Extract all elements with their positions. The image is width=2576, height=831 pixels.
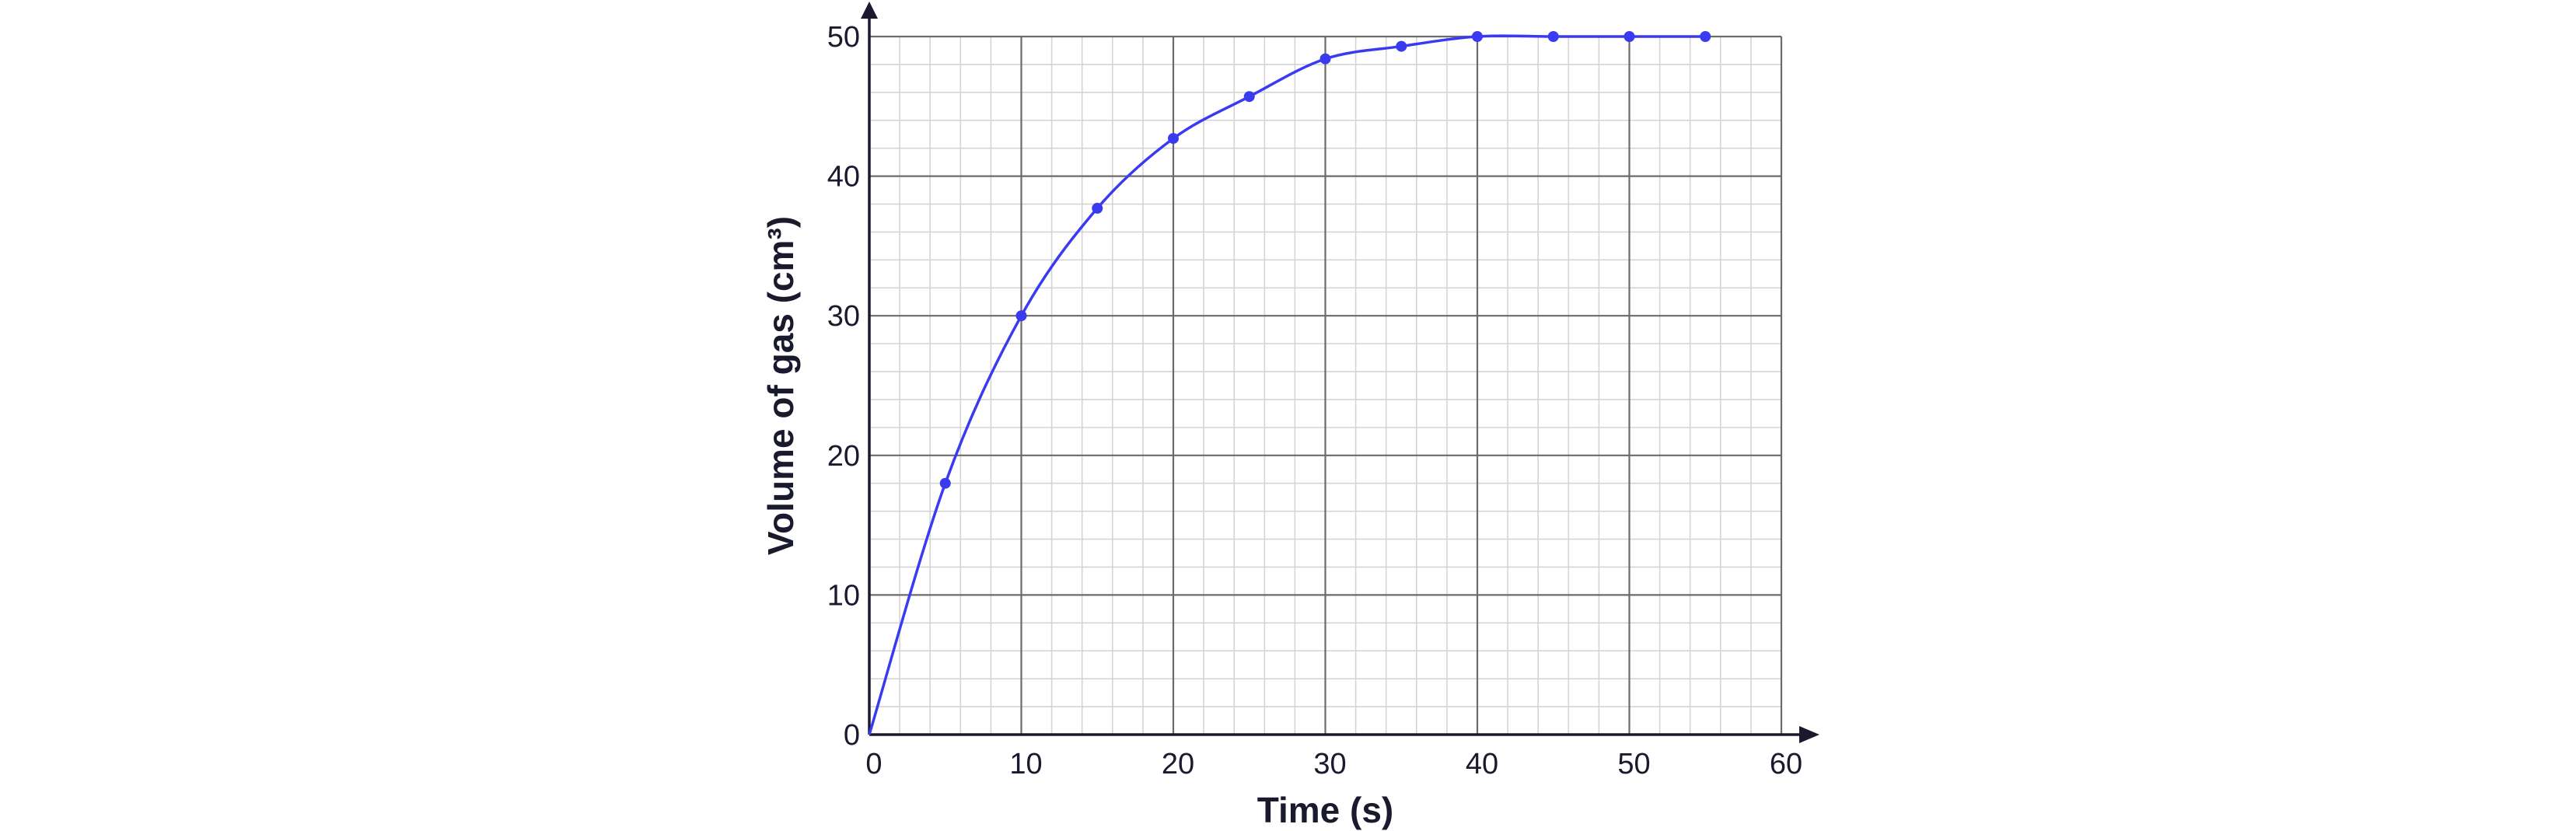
- y-tick-label: 20: [827, 440, 860, 473]
- x-tick-label: 0: [865, 748, 882, 780]
- y-tick-label: 50: [827, 21, 860, 54]
- data-point: [1092, 202, 1103, 214]
- data-point: [1547, 31, 1559, 42]
- data-point: [1168, 133, 1179, 145]
- y-tick-label: 40: [827, 161, 860, 194]
- data-series: [868, 31, 1711, 735]
- y-tick-label: 30: [827, 300, 860, 333]
- data-point: [1319, 53, 1331, 65]
- data-point: [1700, 31, 1711, 42]
- y-axis-arrow-icon: [861, 2, 878, 19]
- data-point: [1472, 31, 1483, 42]
- data-point: [1015, 310, 1027, 322]
- data-point: [1624, 31, 1635, 42]
- x-tick-label: 30: [1313, 748, 1346, 780]
- y-axis-title: Volume of gas (cm³): [760, 216, 801, 555]
- x-axis-arrow-icon: [1799, 726, 1819, 743]
- x-axis-title: Time (s): [1257, 790, 1394, 830]
- axes: [861, 2, 1819, 743]
- data-point: [939, 477, 951, 489]
- x-tick-label: 60: [1770, 748, 1802, 780]
- x-tick-label: 10: [1009, 748, 1042, 780]
- x-tick-label: 20: [1162, 748, 1194, 780]
- y-tick-label: 10: [827, 579, 860, 612]
- major-grid: [868, 35, 1783, 736]
- x-tick-label: 50: [1617, 748, 1650, 780]
- x-tick-labels: 0 10 20 30 40 50 60: [865, 748, 1802, 780]
- data-point: [1396, 40, 1407, 52]
- x-tick-label: 40: [1466, 748, 1498, 780]
- y-tick-labels: 0 10 20 30 40 50: [827, 21, 860, 752]
- data-point: [1243, 91, 1255, 103]
- series-line: [868, 34, 1706, 735]
- y-tick-label: 0: [844, 719, 860, 752]
